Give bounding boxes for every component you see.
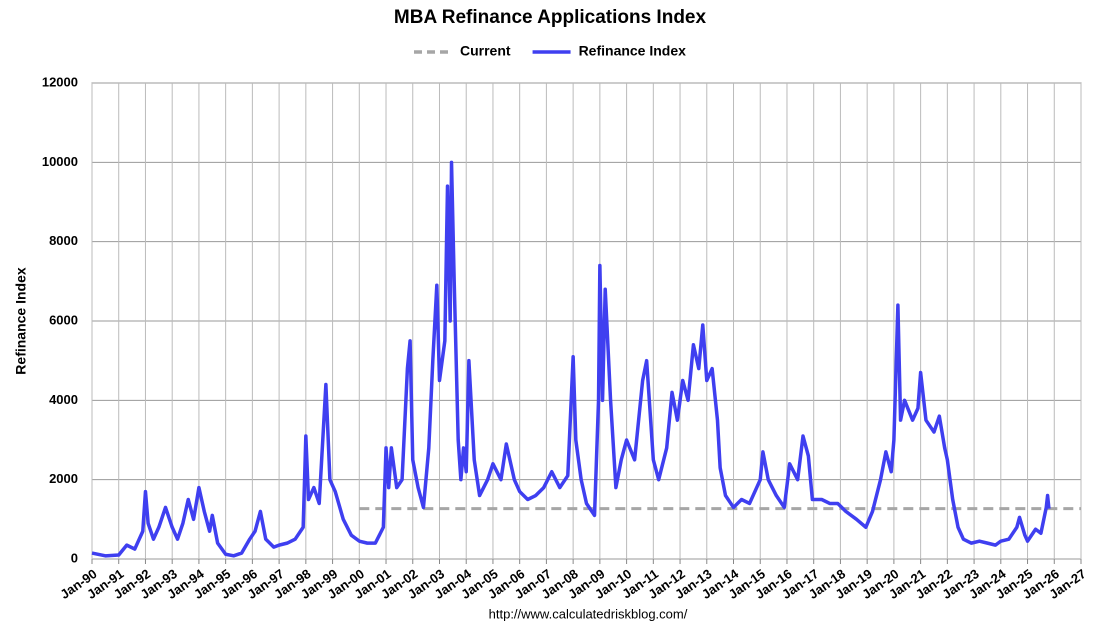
y-tick-label: 12000 — [42, 74, 78, 89]
y-tick-label: 4000 — [49, 392, 78, 407]
line-series — [91, 160, 1051, 558]
legend-label: Current — [460, 43, 511, 59]
y-tick-label: 10000 — [42, 154, 78, 169]
y-tick-label: 6000 — [49, 312, 78, 327]
source: http://www.calculatedriskblog.com/ — [489, 606, 688, 621]
legend-label: Refinance Index — [579, 43, 687, 59]
y-axis-label: Refinance Index — [13, 267, 29, 375]
y-tick-label: 0 — [71, 550, 78, 565]
y-tick-label: 8000 — [49, 233, 78, 248]
y-tick-label: 2000 — [49, 471, 78, 486]
chart-title: MBA Refinance Applications Index — [394, 7, 707, 28]
